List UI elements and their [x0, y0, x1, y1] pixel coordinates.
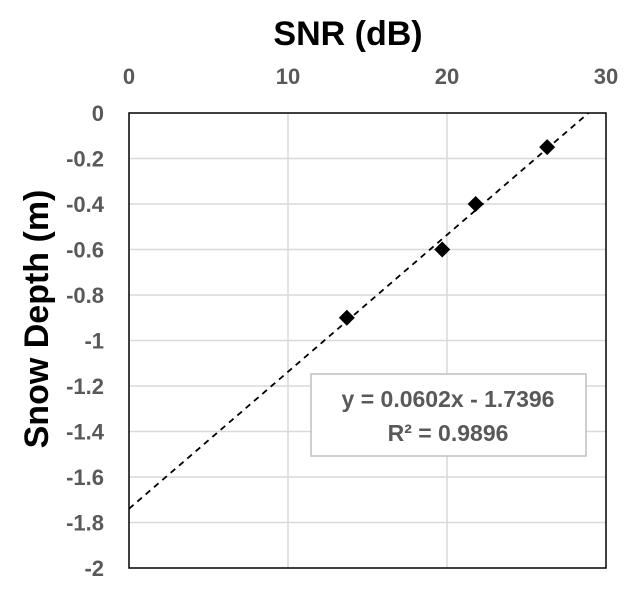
data-point: [338, 309, 355, 326]
trendline-equation: y = 0.0602x - 1.7396: [342, 386, 555, 412]
y-tick-label: -0.6: [66, 238, 104, 263]
x-tick-label: 20: [435, 64, 459, 89]
plot-area-border: [128, 112, 607, 569]
x-tick-label: 30: [594, 64, 618, 89]
data-points: [338, 139, 556, 326]
y-tick-label: -1.6: [66, 465, 104, 490]
x-axis-title: SNR (dB): [273, 15, 422, 53]
x-tick-labels: 0 10 20 30: [123, 64, 618, 89]
y-tick-label: -1.2: [66, 374, 104, 399]
y-tick-label: -1.8: [66, 511, 104, 536]
x-tick-label: 10: [276, 64, 300, 89]
data-point: [434, 241, 451, 258]
y-tick-label: 0: [92, 101, 104, 126]
data-point: [539, 139, 556, 156]
y-tick-label: -0.2: [66, 147, 104, 172]
equation-box: y = 0.0602x - 1.7396 R² = 0.9896: [310, 373, 587, 457]
r-squared-label: R² = 0.9896: [388, 420, 509, 446]
grid: [129, 113, 606, 568]
y-tick-label: -0.8: [66, 283, 104, 308]
x-tick-label: 0: [123, 64, 135, 89]
y-tick-label: -2: [84, 556, 104, 581]
data-point: [467, 196, 484, 212]
equation-box-border: [310, 373, 587, 457]
y-tick-label: -1: [84, 329, 104, 354]
y-tick-label: -0.4: [66, 192, 105, 217]
y-axis-title: Snow Depth (m): [18, 190, 56, 449]
y-tick-label: -1.4: [66, 420, 105, 445]
trendline: [128, 112, 590, 510]
trendline-layer: [128, 112, 590, 510]
y-tick-labels: 0 -0.2 -0.4 -0.6 -0.8 -1 -1.2 -1.4 -1.6 -1.8 -2: [66, 101, 105, 581]
